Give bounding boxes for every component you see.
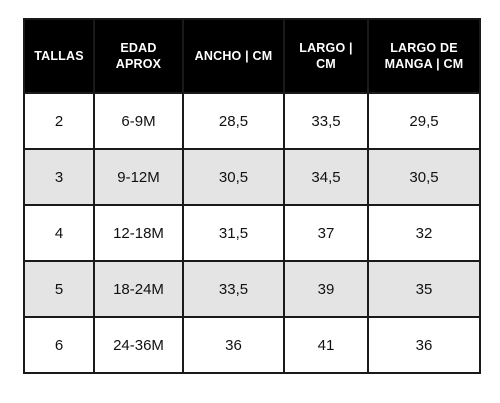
cell-talla: 5 <box>23 260 95 318</box>
cell-largo-manga: 30,5 <box>367 148 481 206</box>
header-manga-line-1: LARGO DE <box>390 41 458 55</box>
cell-edad: 24-36M <box>93 316 184 374</box>
header-ancho-line-1: ANCHO | CM <box>194 49 273 63</box>
header-largo-manga: LARGO DE MANGA | CM <box>367 18 481 94</box>
header-largo-line-1: LARGO | <box>299 41 353 55</box>
size-chart-table: TALLAS EDAD APROX ANCHO | CM LARGO | CM … <box>23 18 481 374</box>
table-row: 2 6-9M 28,5 33,5 29,5 <box>23 92 481 150</box>
cell-ancho: 31,5 <box>182 204 285 262</box>
cell-edad: 12-18M <box>93 204 184 262</box>
cell-talla: 3 <box>23 148 95 206</box>
cell-talla: 6 <box>23 316 95 374</box>
table-row: 5 18-24M 33,5 39 35 <box>23 260 481 318</box>
header-manga-line-2: MANGA | CM <box>384 57 464 71</box>
cell-ancho: 33,5 <box>182 260 285 318</box>
header-largo-line-2: CM <box>316 57 336 71</box>
cell-largo: 34,5 <box>283 148 369 206</box>
cell-largo-manga: 29,5 <box>367 92 481 150</box>
cell-edad: 6-9M <box>93 92 184 150</box>
cell-ancho: 30,5 <box>182 148 285 206</box>
header-row: TALLAS EDAD APROX ANCHO | CM LARGO | CM … <box>23 18 481 94</box>
cell-edad: 18-24M <box>93 260 184 318</box>
cell-largo: 33,5 <box>283 92 369 150</box>
header-edad-line-1: EDAD <box>120 41 157 55</box>
cell-largo-manga: 32 <box>367 204 481 262</box>
table-row: 6 24-36M 36 41 36 <box>23 316 481 374</box>
table-header: TALLAS EDAD APROX ANCHO | CM LARGO | CM … <box>23 18 481 94</box>
header-tallas: TALLAS <box>23 18 95 94</box>
cell-ancho: 36 <box>182 316 285 374</box>
table-row: 4 12-18M 31,5 37 32 <box>23 204 481 262</box>
cell-largo: 41 <box>283 316 369 374</box>
header-largo: LARGO | CM <box>283 18 369 94</box>
cell-largo: 37 <box>283 204 369 262</box>
cell-ancho: 28,5 <box>182 92 285 150</box>
table-body: 2 6-9M 28,5 33,5 29,5 3 9-12M 30,5 34,5 … <box>23 92 481 374</box>
table-row: 3 9-12M 30,5 34,5 30,5 <box>23 148 481 206</box>
cell-talla: 4 <box>23 204 95 262</box>
cell-edad: 9-12M <box>93 148 184 206</box>
cell-largo-manga: 36 <box>367 316 481 374</box>
header-ancho: ANCHO | CM <box>182 18 285 94</box>
cell-largo: 39 <box>283 260 369 318</box>
header-edad-aprox: EDAD APROX <box>93 18 184 94</box>
cell-talla: 2 <box>23 92 95 150</box>
cell-largo-manga: 35 <box>367 260 481 318</box>
header-tallas-line-1: TALLAS <box>34 49 84 63</box>
header-edad-line-2: APROX <box>115 57 162 71</box>
